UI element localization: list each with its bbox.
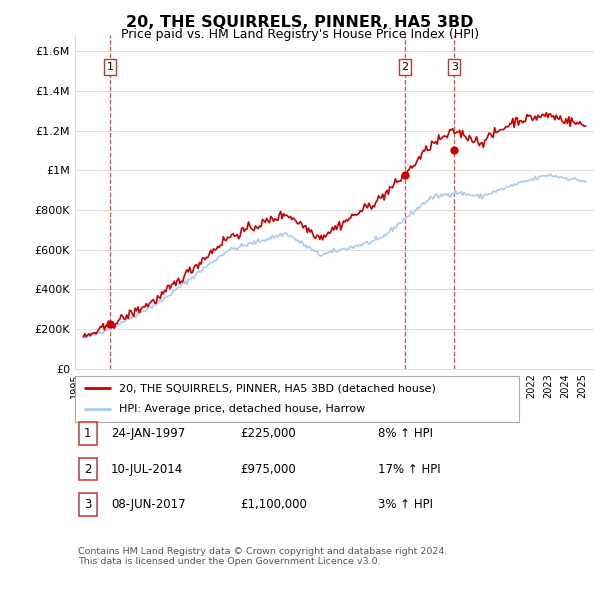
Text: 10-JUL-2014: 10-JUL-2014 (111, 463, 183, 476)
Text: £1,100,000: £1,100,000 (240, 498, 307, 511)
Text: 2: 2 (401, 62, 409, 72)
Text: 20, THE SQUIRRELS, PINNER, HA5 3BD (detached house): 20, THE SQUIRRELS, PINNER, HA5 3BD (deta… (119, 384, 436, 394)
FancyBboxPatch shape (79, 422, 97, 445)
Text: 08-JUN-2017: 08-JUN-2017 (111, 498, 185, 511)
Text: 3% ↑ HPI: 3% ↑ HPI (378, 498, 433, 511)
Text: 20, THE SQUIRRELS, PINNER, HA5 3BD: 20, THE SQUIRRELS, PINNER, HA5 3BD (126, 15, 474, 30)
Text: This data is licensed under the Open Government Licence v3.0.: This data is licensed under the Open Gov… (78, 558, 380, 566)
Text: HPI: Average price, detached house, Harrow: HPI: Average price, detached house, Harr… (119, 404, 365, 414)
Text: 24-JAN-1997: 24-JAN-1997 (111, 427, 185, 440)
FancyBboxPatch shape (79, 493, 97, 516)
Text: 3: 3 (451, 62, 458, 72)
Text: 8% ↑ HPI: 8% ↑ HPI (378, 427, 433, 440)
Text: 17% ↑ HPI: 17% ↑ HPI (378, 463, 440, 476)
Text: Price paid vs. HM Land Registry's House Price Index (HPI): Price paid vs. HM Land Registry's House … (121, 28, 479, 41)
Text: 1: 1 (84, 427, 92, 440)
FancyBboxPatch shape (75, 376, 519, 422)
Text: 2: 2 (84, 463, 92, 476)
Text: £225,000: £225,000 (240, 427, 296, 440)
FancyBboxPatch shape (79, 458, 97, 480)
Text: 1: 1 (106, 62, 113, 72)
Text: 3: 3 (84, 498, 92, 511)
Text: Contains HM Land Registry data © Crown copyright and database right 2024.: Contains HM Land Registry data © Crown c… (78, 547, 448, 556)
Text: £975,000: £975,000 (240, 463, 296, 476)
